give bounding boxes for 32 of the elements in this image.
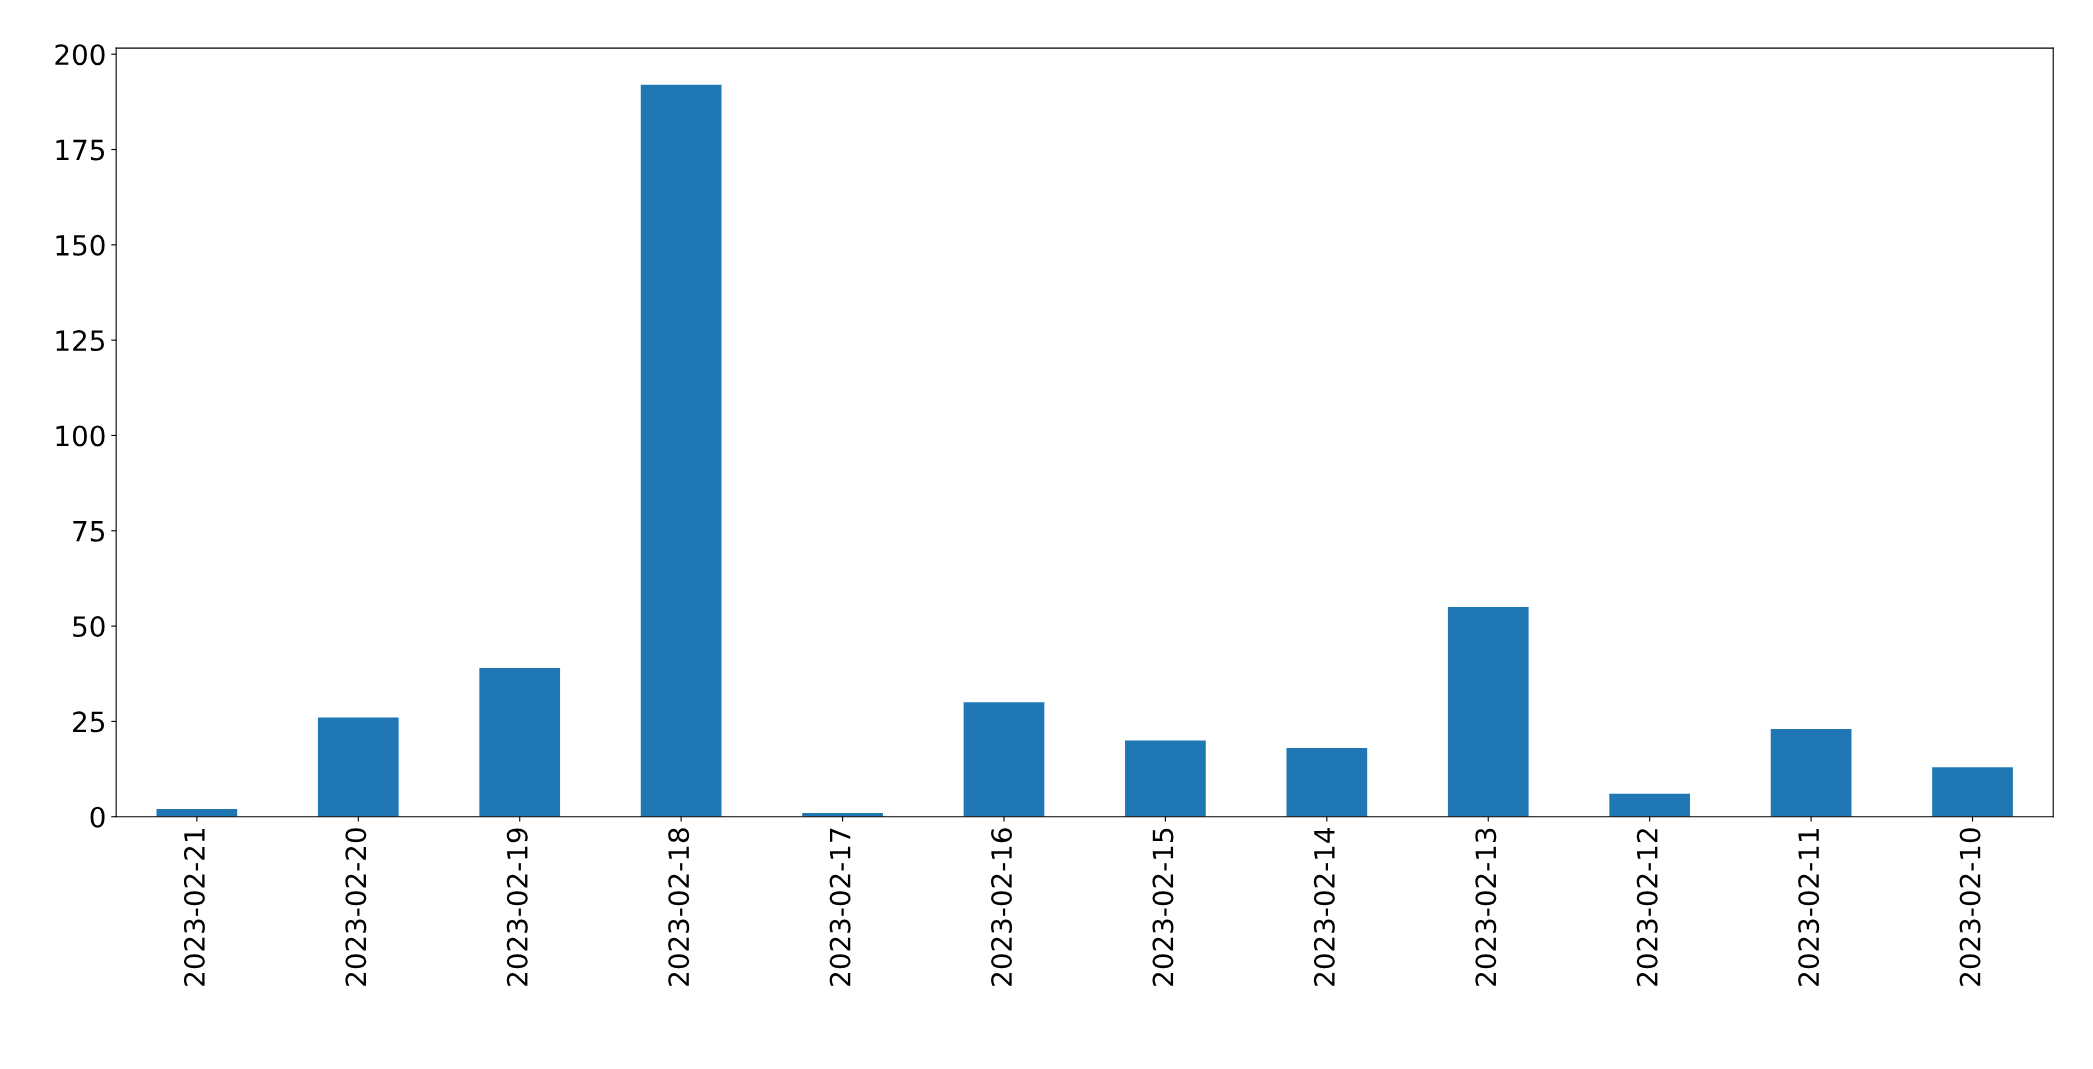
y-tick-label: 25 <box>73 711 105 733</box>
x-tick-label: 2023-02-13 <box>1475 828 1497 986</box>
bar <box>1286 748 1368 817</box>
bar <box>1770 729 1852 817</box>
y-tick-label: 0 <box>90 806 105 828</box>
bar <box>1932 767 2013 817</box>
bar <box>156 809 238 817</box>
y-tick-label: 125 <box>56 330 105 352</box>
y-tick-label: 100 <box>56 425 105 447</box>
x-tick-label: 2023-02-17 <box>829 828 851 986</box>
x-tick-label: 2023-02-16 <box>991 828 1013 986</box>
x-tick-label: 2023-02-12 <box>1636 829 1658 986</box>
bar <box>1125 740 1206 817</box>
bar <box>1447 607 1529 817</box>
y-tick-label: 75 <box>73 521 105 542</box>
y-tick-label: 150 <box>56 234 105 256</box>
x-tick-label: 2023-02-19 <box>506 828 528 986</box>
y-tick-label: 50 <box>73 616 105 638</box>
bar <box>317 717 399 817</box>
bar <box>1609 793 1691 817</box>
y-tick-label: 175 <box>56 139 105 161</box>
x-tick-label: 2023-02-15 <box>1152 828 1174 986</box>
x-tick-label: 2023-02-11 <box>1798 829 1820 986</box>
x-tick-label: 2023-02-18 <box>668 828 690 986</box>
bar <box>479 668 561 817</box>
x-tick-label: 2023-02-21 <box>183 829 205 986</box>
x-tick-label: 2023-02-14 <box>1313 828 1335 986</box>
bar <box>963 702 1045 817</box>
x-tick-label: 2023-02-20 <box>345 828 367 986</box>
bar <box>640 84 722 817</box>
y-tick-label: 200 <box>55 44 105 66</box>
x-tick-label: 2023-02-10 <box>1959 828 1981 986</box>
